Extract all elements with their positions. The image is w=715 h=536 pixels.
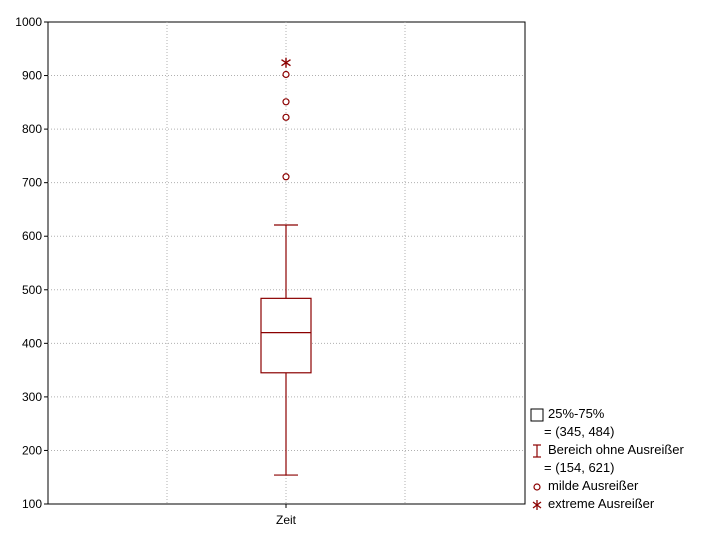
legend-extreme-label: extreme Ausreißer [548,496,655,511]
y-tick-label: 300 [22,390,42,404]
legend-box-label: 25%-75% [548,406,605,421]
extreme-outlier-point [281,57,291,68]
legend: 25%-75% = (345, 484) Bereich ohne Ausrei… [530,405,684,513]
mild-outlier-point [282,113,290,121]
legend-whisker-range: = (154, 621) [544,460,615,475]
legend-item-whisker: Bereich ohne Ausreißer [530,441,684,459]
extreme-outlier-stroke [281,59,291,67]
y-axis-ticks: 100 200 300 400 500 600 700 800 900 1000 [15,15,287,511]
mild-outlier-point [282,173,290,181]
y-tick-label: 700 [22,176,42,190]
iqr-box [260,297,312,374]
circle-marker-icon [533,482,541,491]
y-tick-label: 800 [22,122,42,136]
box-symbol-icon [530,408,544,422]
legend-box-range: = (345, 484) [544,424,615,439]
legend-item-box: 25%-75% [530,405,684,423]
asterisk-marker-icon [532,499,542,510]
legend-mild-label: milde Ausreißer [548,478,639,493]
y-tick-label: 600 [22,229,42,243]
mild-outlier-point [282,70,290,79]
legend-item-extreme: extreme Ausreißer [530,495,684,513]
boxplot [260,57,312,476]
y-tick-label: 500 [22,283,42,297]
y-tick-label: 200 [22,443,42,457]
y-tick-label: 100 [22,497,42,511]
legend-item-mild: milde Ausreißer [530,477,684,495]
x-tick-label: Zeit [276,513,297,527]
y-tick-label: 400 [22,336,42,350]
mild-outlier-point [282,98,290,106]
y-tick-label: 900 [22,69,42,83]
legend-whisker-label: Bereich ohne Ausreißer [548,442,684,457]
whisker-symbol-icon [533,443,541,458]
y-tick-label: 1000 [15,15,42,29]
